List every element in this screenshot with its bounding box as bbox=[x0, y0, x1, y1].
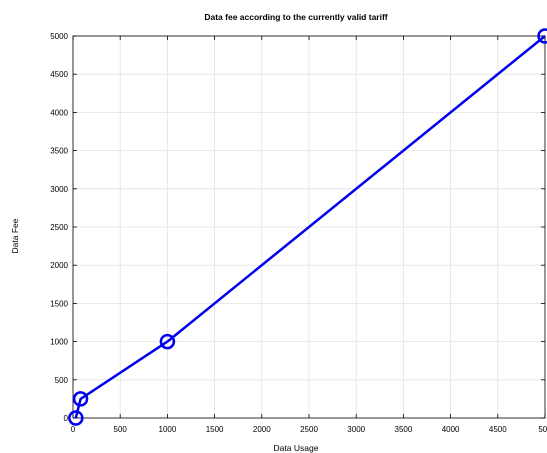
x-axis-label: Data Usage bbox=[274, 443, 319, 453]
x-tick-label: 2500 bbox=[300, 425, 318, 434]
markers bbox=[68, 28, 547, 426]
x-tick-label: 500 bbox=[538, 425, 547, 434]
tick-labels: 0500100015002000250030003500400045005000… bbox=[50, 32, 547, 434]
y-tick-label: 2000 bbox=[50, 261, 68, 270]
y-tick-label: 1000 bbox=[50, 338, 68, 347]
y-tick-label: 1500 bbox=[50, 299, 68, 308]
x-tick-label: 3500 bbox=[395, 425, 413, 434]
x-tick-label: 4500 bbox=[489, 425, 507, 434]
chart-title: Data fee according to the currently vali… bbox=[204, 12, 387, 22]
y-tick-label: 0 bbox=[64, 414, 69, 423]
y-tick-label: 3000 bbox=[50, 185, 68, 194]
x-tick-label: 3000 bbox=[347, 425, 365, 434]
data-point-marker bbox=[159, 333, 176, 350]
x-tick-label: 4000 bbox=[442, 425, 460, 434]
data-point-marker bbox=[537, 28, 547, 44]
x-tick-label: 0 bbox=[71, 425, 76, 434]
y-tick-label: 2500 bbox=[50, 223, 68, 232]
y-axis-label: Data Fee bbox=[10, 218, 20, 253]
y-tick-label: 3500 bbox=[50, 147, 68, 156]
x-tick-label: 500 bbox=[114, 425, 128, 434]
y-tick-label: 500 bbox=[55, 376, 69, 385]
data-point-marker bbox=[68, 410, 84, 426]
y-tick-label: 4000 bbox=[50, 108, 68, 117]
x-tick-label: 1000 bbox=[159, 425, 177, 434]
data-point-marker bbox=[72, 391, 89, 407]
axis-ticks bbox=[72, 35, 546, 419]
series-line bbox=[74, 35, 546, 419]
y-tick-label: 4500 bbox=[50, 70, 68, 79]
y-tick-label: 5000 bbox=[50, 32, 68, 41]
x-tick-label: 1500 bbox=[206, 425, 224, 434]
x-tick-label: 2000 bbox=[253, 425, 271, 434]
